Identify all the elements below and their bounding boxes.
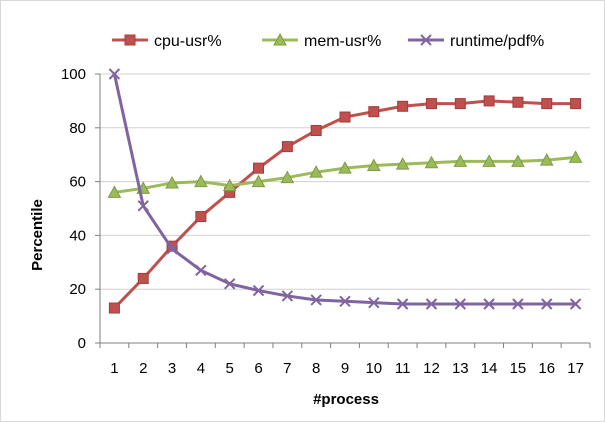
x-tick-label: 17 [567, 360, 584, 377]
data-point [108, 302, 120, 314]
data-point [137, 200, 149, 212]
data-point [368, 106, 380, 118]
x-tick-label: 11 [395, 360, 411, 377]
data-point [166, 243, 178, 255]
legend-item: cpu-usr% [112, 33, 222, 50]
series-runtime-pdf- [108, 68, 582, 310]
legend-label: cpu-usr% [154, 33, 222, 50]
data-point [195, 264, 207, 277]
data-point [368, 296, 380, 309]
x-tick-label: 10 [365, 360, 382, 377]
data-point [539, 153, 554, 166]
data-point [223, 278, 236, 290]
x-tick-label: 15 [510, 360, 527, 377]
data-point [222, 178, 237, 192]
y-tick-label: 80 [69, 120, 86, 137]
data-point [397, 100, 409, 112]
data-point [338, 161, 352, 174]
x-tick-label: 8 [312, 360, 320, 377]
data-point [165, 175, 179, 189]
data-point [454, 98, 466, 110]
x-tick-label: 7 [283, 360, 291, 377]
x-tick-label: 3 [168, 360, 176, 377]
data-point [541, 98, 553, 110]
data-point [281, 290, 294, 302]
y-tick-label: 20 [69, 281, 86, 298]
data-point [424, 155, 439, 169]
legend-swatch-marker [420, 34, 432, 46]
legend-label: mem-usr% [304, 33, 381, 50]
data-point [483, 95, 495, 107]
x-tick-label: 1 [110, 360, 118, 377]
data-point [395, 157, 410, 170]
data-point [482, 154, 496, 167]
x-tick-label: 9 [341, 360, 349, 377]
series-mem-usr- [107, 150, 583, 198]
data-point [339, 295, 351, 308]
x-tick-label: 13 [452, 360, 469, 377]
y-tick-label: 60 [69, 174, 86, 191]
y-axis-title: Percentile [29, 199, 46, 271]
data-point [570, 98, 582, 110]
data-point [194, 174, 208, 188]
data-point [511, 154, 525, 167]
data-point [309, 165, 324, 178]
data-point [339, 111, 351, 123]
y-tick-label: 40 [69, 227, 86, 244]
axes [95, 73, 591, 348]
data-point [396, 298, 409, 310]
legend-label: runtime/pdf% [450, 33, 544, 50]
y-tick-label: 0 [78, 335, 86, 352]
data-point [512, 96, 524, 108]
legend-item: runtime/pdf% [408, 33, 544, 50]
data-point [137, 272, 149, 284]
legend-item: mem-usr% [262, 32, 381, 50]
x-tick-label: 6 [254, 360, 262, 377]
data-point [108, 68, 121, 80]
data-point [483, 298, 495, 310]
x-tick-label: 16 [538, 360, 555, 377]
y-tick-label: 100 [61, 66, 86, 83]
data-point [280, 170, 295, 184]
data-point [310, 294, 322, 306]
data-point [425, 298, 438, 310]
data-point [195, 211, 207, 223]
x-tick-label: 4 [197, 360, 205, 377]
legend: cpu-usr% mem-usr% runtime/pdf% [112, 32, 544, 50]
y-tick-labels: 0 20 40 60 80 100 [61, 66, 86, 352]
x-tick-label: 14 [481, 360, 498, 377]
data-point [253, 162, 265, 174]
data-point [569, 298, 582, 310]
data-point [251, 174, 266, 188]
data-point [568, 150, 583, 163]
legend-swatch-marker [273, 32, 287, 46]
x-tick-label: 2 [139, 360, 147, 377]
data-point [252, 284, 265, 297]
data-point [107, 185, 122, 198]
x-axis-title: #process [313, 391, 379, 408]
data-point [512, 298, 524, 310]
x-tick-label: 12 [423, 360, 440, 377]
data-point [454, 298, 467, 310]
data-point [453, 154, 468, 167]
data-point [310, 124, 322, 136]
x-tick-labels: 1 2 3 4 5 6 7 8 9 10 11 12 13 14 15 16 17 [110, 360, 584, 377]
data-point [425, 98, 437, 110]
data-point [541, 298, 553, 310]
legend-swatch-marker [124, 34, 136, 46]
series-group [107, 68, 583, 314]
data-point [281, 141, 293, 153]
data-point [366, 158, 381, 171]
x-tick-label: 5 [226, 360, 234, 377]
